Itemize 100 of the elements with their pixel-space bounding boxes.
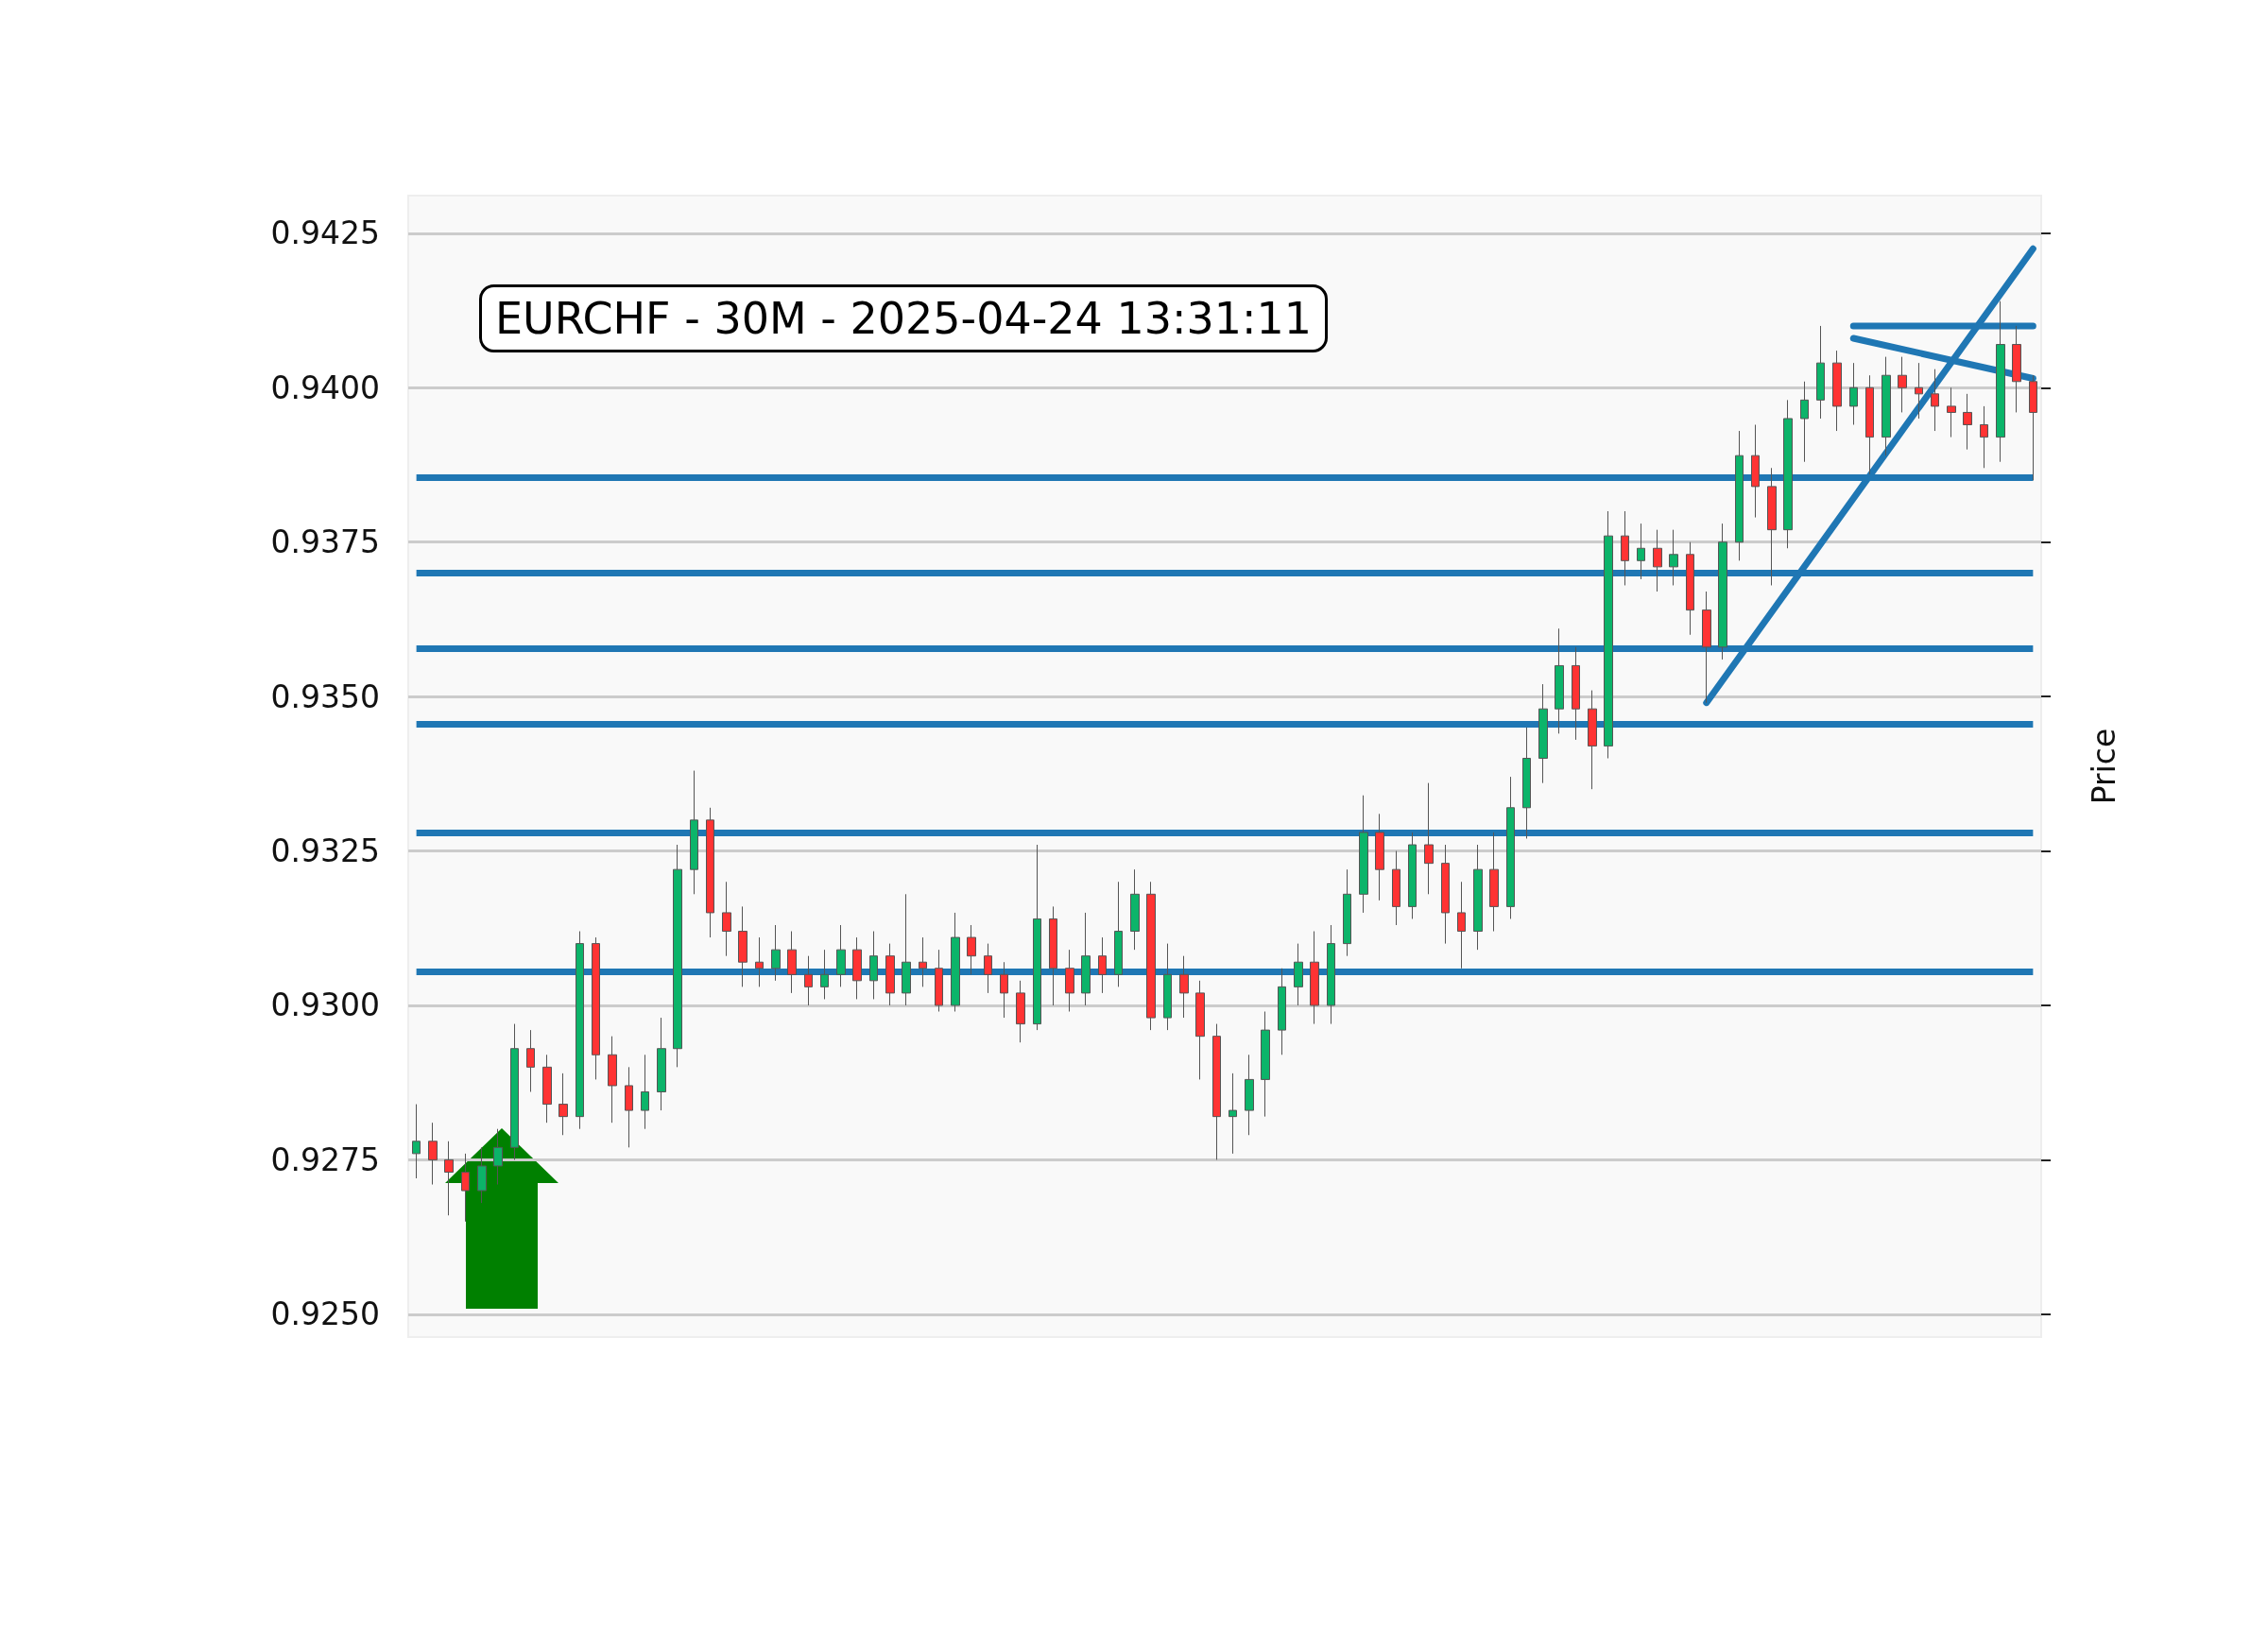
candlestick: [1588, 690, 1597, 790]
candlestick: [673, 844, 682, 1068]
candlestick: [510, 1023, 519, 1160]
candlestick: [771, 924, 781, 982]
candlestick: [1621, 510, 1629, 586]
candlestick: [935, 949, 943, 1013]
candlestick: [592, 936, 600, 1080]
candlestick: [1980, 405, 1988, 469]
candlestick: [1098, 936, 1107, 994]
candlestick: [869, 931, 878, 1000]
candlestick: [919, 936, 927, 987]
candlestick: [836, 924, 846, 987]
candlestick: [526, 1029, 535, 1092]
candlestick: [493, 1128, 503, 1186]
candlestick: [722, 881, 731, 957]
candlestick: [477, 1146, 487, 1204]
candlestick: [1310, 931, 1319, 1025]
candlestick: [2012, 325, 2021, 413]
y-axis-title: Price: [2086, 728, 2122, 805]
candlestick: [1702, 591, 1711, 704]
y-tick-label: 0.9375: [270, 523, 380, 561]
candlestick: [641, 1054, 649, 1130]
candlestick: [1767, 467, 1777, 586]
candlestick: [1327, 924, 1335, 1025]
candlestick: [1572, 646, 1580, 741]
candlestick: [1392, 850, 1400, 926]
candlestick: [1424, 782, 1434, 895]
candlestick: [444, 1141, 454, 1216]
candlestick: [1457, 881, 1466, 969]
candlestick: [1294, 943, 1303, 1006]
candlestick: [2029, 374, 2037, 481]
candlestick: [984, 943, 992, 994]
candlestick: [1669, 529, 1678, 586]
candlestick: [1343, 868, 1351, 957]
candlestick: [1000, 961, 1008, 1019]
candlestick: [690, 770, 698, 895]
candlestick: [1065, 949, 1074, 1013]
candlestick: [1114, 881, 1123, 987]
candlestick: [608, 1036, 617, 1124]
candlestick: [428, 1122, 438, 1186]
y-tick-label: 0.9425: [270, 214, 380, 252]
candlestick: [787, 931, 797, 994]
candlestick: [1915, 362, 1923, 420]
y-tick-label: 0.9250: [270, 1295, 380, 1333]
candlestick: [706, 807, 714, 938]
text: EURCHF - 30M - 2025-04-24 13:31:11: [495, 293, 1313, 344]
candlestick: [1375, 813, 1384, 901]
candlestick: [1506, 776, 1515, 919]
candlestick: [1832, 350, 1842, 432]
candlestick: [625, 1066, 633, 1148]
candlestick: [1865, 374, 1874, 475]
candlestick: [1489, 832, 1499, 933]
candlestick: [558, 1072, 568, 1136]
candlestick: [885, 943, 895, 1006]
candlestick: [1686, 541, 1694, 636]
candlestick: [1898, 356, 1907, 413]
candlestick: [412, 1104, 421, 1179]
y-tick-label: 0.9300: [270, 987, 380, 1024]
candlestick: [1816, 325, 1825, 420]
candlestick: [576, 931, 584, 1130]
candlestick: [820, 949, 829, 1000]
candlestick: [804, 955, 813, 1006]
candlestick: [1538, 683, 1548, 784]
candlestick: [542, 1054, 552, 1124]
candlestick: [1604, 510, 1613, 759]
candlestick: [1146, 881, 1156, 1031]
candlestick: [1735, 430, 1744, 561]
candlestick: [1522, 727, 1531, 839]
candlestick: [1195, 980, 1205, 1080]
candlestick: [1408, 832, 1417, 919]
candlestick: [852, 936, 862, 1000]
candlestick: [1441, 844, 1450, 945]
candlestick: [1212, 1023, 1221, 1160]
candlestick: [1718, 523, 1727, 661]
candlestick: [1751, 424, 1760, 519]
candlestick: [902, 893, 911, 1006]
candlestick: [967, 924, 976, 975]
candlestick: [1359, 795, 1368, 914]
candlestick: [1261, 1011, 1270, 1118]
candlestick: [1800, 381, 1809, 463]
candlestick: [1081, 912, 1091, 1006]
candlestick: [1931, 369, 1939, 432]
candlestick: [1130, 868, 1140, 951]
candlestick: [1163, 943, 1172, 1031]
y-tick-label: 0.9275: [270, 1141, 380, 1178]
candlestick: [1653, 529, 1662, 592]
candlestick: [951, 912, 960, 1013]
candlestick: [1179, 955, 1189, 1019]
candlestick: [1881, 356, 1891, 456]
y-tick-label: 0.9400: [270, 369, 380, 406]
candlestick: [1473, 844, 1483, 951]
candlestick: [1033, 844, 1041, 1031]
candlestick: [1963, 393, 1972, 451]
candlestick: [1555, 627, 1564, 734]
candlestick: [1996, 300, 2005, 463]
candlestick: [1278, 968, 1286, 1055]
candlestick: [461, 1153, 470, 1223]
candlestick: [1228, 1072, 1237, 1155]
y-tick-label: 0.9325: [270, 832, 380, 870]
candlestick: [1947, 386, 1956, 438]
